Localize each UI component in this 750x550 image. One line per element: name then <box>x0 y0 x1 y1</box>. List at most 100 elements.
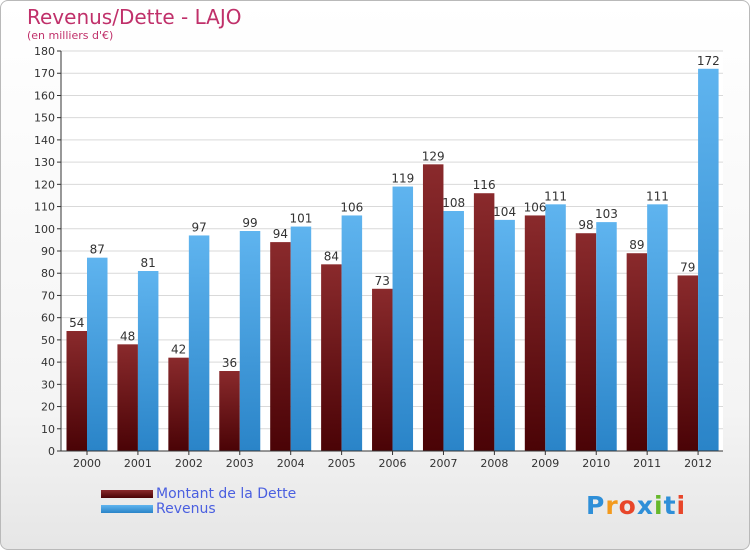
x-tick-label-2002: 2002 <box>175 457 203 470</box>
bar-revenue-2010 <box>596 222 617 451</box>
y-tick-label: 100 <box>34 223 55 236</box>
y-tick-label: 10 <box>41 423 55 436</box>
bar-debt-2003 <box>219 371 240 451</box>
data-label-revenue-2000: 87 <box>90 243 105 257</box>
bar-debt-2008 <box>473 193 495 451</box>
x-tick-label-2010: 2010 <box>582 457 610 470</box>
data-label-debt-2010: 98 <box>578 218 593 232</box>
logo-letter: i <box>654 491 664 520</box>
y-tick-label: 40 <box>41 356 55 369</box>
x-tick-label-2005: 2005 <box>328 457 356 470</box>
proxiti-logo: Proxiti <box>586 491 686 520</box>
bar-revenue-2002 <box>188 235 210 451</box>
legend-swatch-debt <box>101 490 153 498</box>
data-label-debt-2002: 42 <box>171 343 186 357</box>
y-tick-label: 90 <box>41 245 55 258</box>
y-tick-label: 110 <box>34 201 55 214</box>
data-label-debt-2008: 116 <box>473 178 496 192</box>
x-tick-label-2000: 2000 <box>73 457 101 470</box>
bar-debt-2007 <box>422 164 444 452</box>
bar-debt-2009 <box>524 215 546 451</box>
bar-debt-2000 <box>66 331 87 451</box>
data-label-revenue-2010: 103 <box>595 207 618 221</box>
data-label-revenue-2005: 106 <box>340 200 363 214</box>
bar-revenue-2006 <box>392 186 414 452</box>
y-tick-label: 0 <box>48 445 55 458</box>
data-label-revenue-2012: 172 <box>697 54 720 68</box>
logo-letter: P <box>586 491 606 520</box>
y-tick-label: 150 <box>34 112 55 125</box>
chart-subtitle: (en milliers d'€) <box>27 29 114 42</box>
logo-letter: o <box>618 491 637 520</box>
data-label-revenue-2004: 101 <box>289 212 312 226</box>
y-tick-label: 180 <box>34 45 55 58</box>
logo-letter: t <box>663 491 677 520</box>
legend-swatch-revenue <box>101 505 153 513</box>
x-tick-label-2012: 2012 <box>684 457 712 470</box>
x-tick-label-2007: 2007 <box>429 457 457 470</box>
x-tick-label-2004: 2004 <box>277 457 305 470</box>
data-label-debt-2000: 54 <box>69 316 84 330</box>
x-tick-label-2001: 2001 <box>124 457 152 470</box>
x-tick-label-2006: 2006 <box>379 457 407 470</box>
data-label-debt-2006: 73 <box>375 274 390 288</box>
bar-revenue-2004 <box>290 226 312 451</box>
y-tick-label: 170 <box>34 67 55 80</box>
y-tick-label: 70 <box>41 289 55 302</box>
data-label-debt-2003: 36 <box>222 356 237 370</box>
data-label-revenue-2008: 104 <box>493 205 516 219</box>
legend-label-revenue: Revenus <box>156 501 216 517</box>
y-tick-label: 30 <box>41 378 55 391</box>
y-tick-label: 60 <box>41 312 55 325</box>
bar-debt-2004 <box>270 242 291 451</box>
bar-revenue-2012 <box>698 68 719 452</box>
bar-revenue-2011 <box>647 204 668 451</box>
bar-revenue-2000 <box>87 257 108 451</box>
bar-debt-2002 <box>168 357 189 451</box>
data-label-revenue-2009: 111 <box>544 189 567 203</box>
bar-debt-2012 <box>677 275 699 451</box>
data-label-debt-2004: 94 <box>273 227 288 241</box>
bar-revenue-2009 <box>545 204 566 451</box>
data-label-debt-2001: 48 <box>120 329 135 343</box>
data-label-revenue-2006: 119 <box>391 172 414 186</box>
data-label-debt-2005: 84 <box>324 249 339 263</box>
bar-revenue-2003 <box>239 231 261 451</box>
bar-debt-2006 <box>372 288 393 451</box>
logo-letter: r <box>605 491 619 520</box>
x-tick-label-2008: 2008 <box>480 457 508 470</box>
bar-debt-2010 <box>575 233 597 451</box>
y-tick-label: 80 <box>41 267 55 280</box>
data-label-debt-2011: 89 <box>629 238 644 252</box>
x-tick-label-2011: 2011 <box>633 457 661 470</box>
bar-debt-2001 <box>117 344 138 451</box>
legend-label-debt: Montant de la Dette <box>156 486 297 502</box>
data-label-revenue-2001: 81 <box>141 256 156 270</box>
data-label-revenue-2007: 108 <box>442 196 465 210</box>
logo-letter: x <box>636 491 654 520</box>
logo-letter: i <box>676 491 687 520</box>
bar-revenue-2005 <box>341 215 363 451</box>
bar-revenue-2007 <box>443 211 464 451</box>
data-label-revenue-2003: 99 <box>242 216 257 230</box>
y-tick-label: 50 <box>41 334 55 347</box>
y-tick-label: 140 <box>34 134 55 147</box>
data-label-revenue-2002: 97 <box>191 220 206 234</box>
bar-revenue-2008 <box>494 219 515 451</box>
bar-debt-2005 <box>321 264 342 451</box>
y-tick-label: 130 <box>34 156 55 169</box>
x-tick-label-2009: 2009 <box>531 457 559 470</box>
data-label-debt-2012: 79 <box>680 260 695 274</box>
chart-title: Revenus/Dette - LAJO <box>27 5 242 29</box>
data-label-debt-2009: 106 <box>524 200 547 214</box>
y-tick-label: 120 <box>34 178 55 191</box>
bar-debt-2011 <box>626 253 648 451</box>
data-label-revenue-2011: 111 <box>646 189 669 203</box>
y-tick-label: 160 <box>34 89 55 102</box>
data-label-debt-2007: 129 <box>422 149 445 163</box>
bar-revenue-2001 <box>137 271 159 451</box>
y-tick-label: 20 <box>41 401 55 414</box>
x-tick-label-2003: 2003 <box>226 457 254 470</box>
